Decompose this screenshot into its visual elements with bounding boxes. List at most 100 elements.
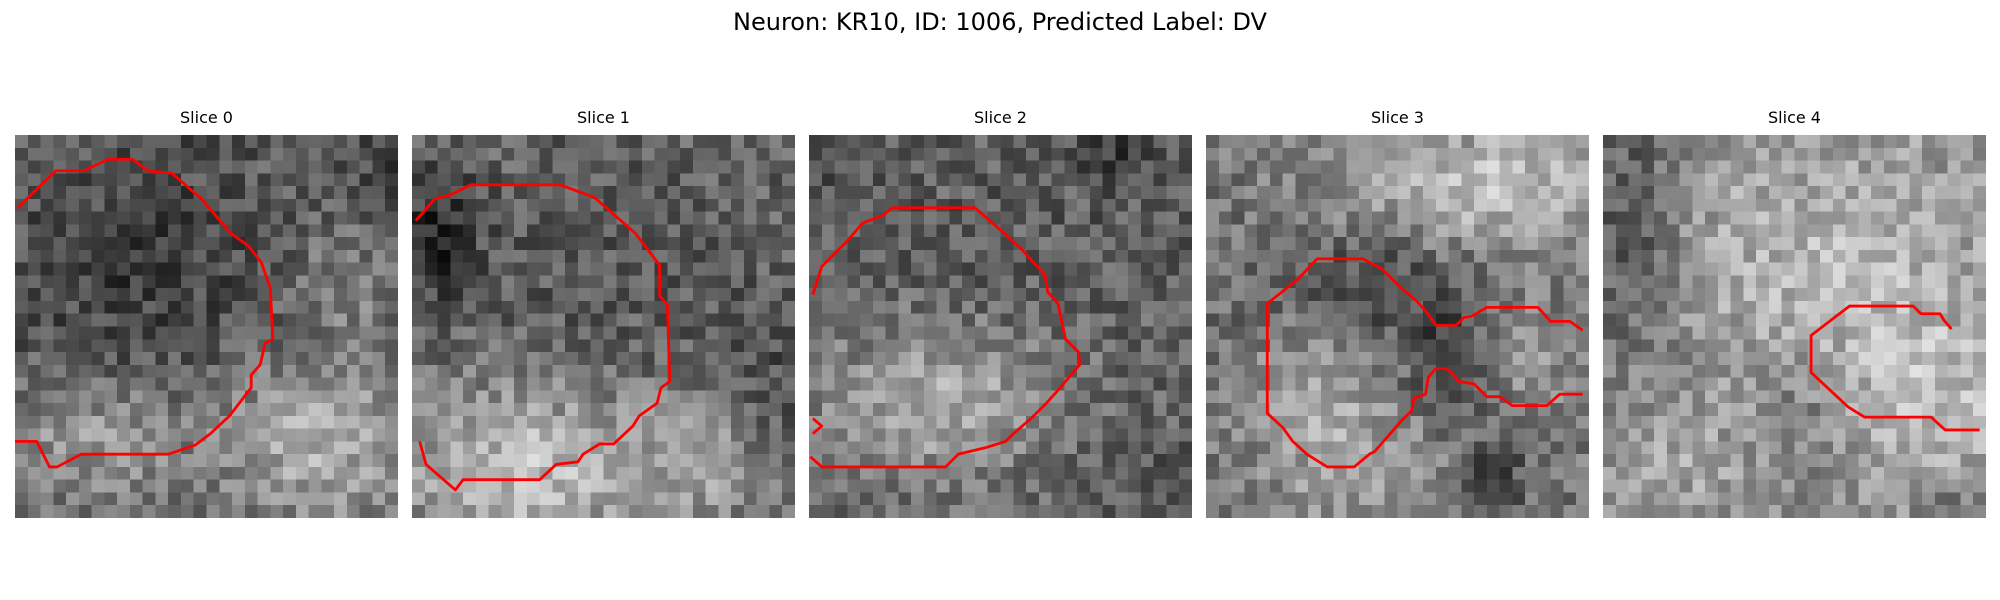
image-pixel (155, 249, 169, 264)
image-pixel (539, 300, 553, 315)
image-pixel (654, 186, 668, 200)
image-pixel (1628, 364, 1642, 379)
image-pixel (488, 415, 502, 430)
image-pixel (629, 249, 643, 264)
image-pixel (1115, 415, 1129, 430)
image-pixel (1730, 275, 1744, 289)
image-pixel (1346, 352, 1360, 366)
image-pixel (168, 428, 182, 442)
image-pixel (40, 415, 54, 430)
image-pixel (552, 224, 566, 238)
image-pixel (539, 147, 553, 162)
image-pixel (283, 147, 297, 162)
image-pixel (1257, 147, 1271, 162)
image-pixel (936, 173, 950, 187)
image-pixel (244, 186, 259, 200)
image-pixel (1973, 198, 1986, 213)
image-pixel (1166, 339, 1180, 353)
image-pixel (705, 326, 719, 340)
image-pixel (821, 224, 836, 238)
image-pixel (1486, 492, 1501, 506)
image-pixel (769, 173, 783, 187)
image-pixel (616, 326, 630, 340)
image-pixel (705, 428, 719, 442)
image-pixel (1486, 364, 1501, 379)
image-pixel (1397, 300, 1411, 315)
image-pixel (974, 186, 989, 200)
image-pixel (1218, 454, 1233, 468)
image-pixel (308, 173, 322, 187)
image-pixel (257, 390, 271, 404)
image-pixel (1051, 339, 1065, 353)
image-pixel (1666, 211, 1681, 225)
image-pixel (270, 377, 284, 391)
image-pixel (1064, 275, 1078, 289)
image-pixel (1397, 364, 1411, 379)
image-pixel (731, 326, 745, 340)
image-pixel (1858, 377, 1872, 391)
image-pixel (424, 352, 439, 366)
image-pixel (821, 428, 836, 442)
image-pixel (1000, 313, 1014, 328)
image-pixel (180, 415, 195, 430)
image-pixel (552, 300, 566, 315)
image-pixel (641, 377, 656, 391)
image-pixel (66, 186, 80, 200)
image-pixel (705, 454, 719, 468)
image-pixel (1499, 479, 1513, 493)
image-pixel (1064, 198, 1078, 213)
image-pixel (539, 479, 553, 493)
image-pixel (104, 326, 118, 340)
image-pixel (680, 403, 694, 417)
image-pixel (321, 211, 335, 225)
image-pixel (257, 147, 271, 162)
image-pixel (1960, 262, 1974, 276)
image-pixel (1128, 352, 1142, 366)
image-pixel (1820, 300, 1834, 315)
image-pixel (1973, 147, 1986, 162)
image-pixel (117, 479, 131, 493)
image-pixel (1756, 377, 1770, 391)
image-pixel (1397, 505, 1411, 518)
image-pixel (40, 300, 54, 315)
image-pixel (40, 211, 54, 225)
image-pixel (769, 377, 783, 391)
image-pixel (295, 147, 310, 162)
image-pixel (847, 198, 861, 213)
image-pixel (1692, 173, 1706, 187)
image-pixel (1973, 390, 1986, 404)
image-pixel (463, 454, 477, 468)
image-pixel (885, 288, 899, 302)
image-pixel (168, 147, 182, 162)
image-pixel (577, 390, 592, 404)
image-pixel (885, 262, 899, 276)
image-pixel (1128, 390, 1142, 404)
image-pixel (1320, 377, 1335, 391)
image-pixel (1960, 237, 1974, 251)
image-pixel (53, 275, 67, 289)
image-pixel (1179, 186, 1192, 200)
image-pixel (1000, 352, 1014, 366)
image-pixel (1308, 505, 1322, 518)
image-pixel (731, 249, 745, 264)
image-pixel (539, 441, 553, 455)
image-pixel (129, 390, 144, 404)
image-pixel (1973, 224, 1986, 238)
image-pixel (1973, 173, 1986, 187)
image-pixel (1576, 326, 1589, 340)
image-pixel (974, 390, 989, 404)
image-pixel (1883, 224, 1898, 238)
image-pixel (1140, 326, 1155, 340)
image-pixel (1525, 415, 1539, 430)
image-pixel (1435, 262, 1450, 276)
image-pixel (1166, 505, 1180, 518)
image-pixel (385, 288, 398, 302)
image-pixel (782, 377, 795, 391)
image-pixel (1384, 135, 1399, 149)
image-pixel (514, 505, 528, 518)
image-pixel (552, 377, 566, 391)
image-pixel (424, 415, 439, 430)
image-pixel (321, 237, 335, 251)
image-pixel (1269, 186, 1284, 200)
image-pixel (1128, 300, 1142, 315)
